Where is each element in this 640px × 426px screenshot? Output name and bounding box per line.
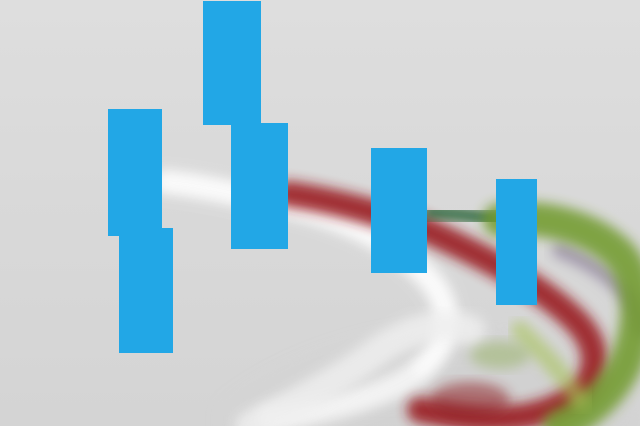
redaction-block-1 bbox=[203, 1, 261, 125]
smoke-puff-red bbox=[430, 382, 510, 418]
smoke-trail-white-lower bbox=[235, 311, 485, 426]
smoke-puff-green bbox=[470, 341, 530, 369]
redaction-block-2 bbox=[108, 109, 162, 236]
redaction-block-6 bbox=[496, 179, 537, 305]
redaction-block-4 bbox=[119, 228, 173, 353]
smoke-trail-green-light bbox=[511, 321, 589, 409]
redaction-block-3 bbox=[231, 123, 288, 249]
smoke-trail-green bbox=[483, 201, 640, 426]
redaction-block-5 bbox=[371, 148, 427, 273]
